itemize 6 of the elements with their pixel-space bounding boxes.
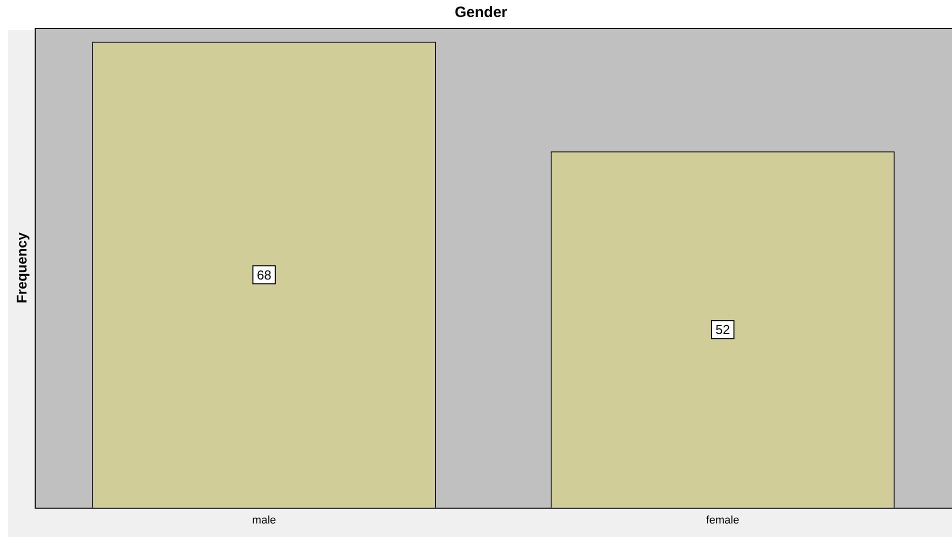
y-axis-title: Frequency [13, 232, 30, 304]
data-label: 68 [256, 267, 272, 282]
x-tick-label: male [252, 514, 276, 526]
chart-title: Gender [454, 4, 508, 22]
x-tick-label: female [706, 514, 740, 526]
data-label: 52 [715, 322, 730, 338]
